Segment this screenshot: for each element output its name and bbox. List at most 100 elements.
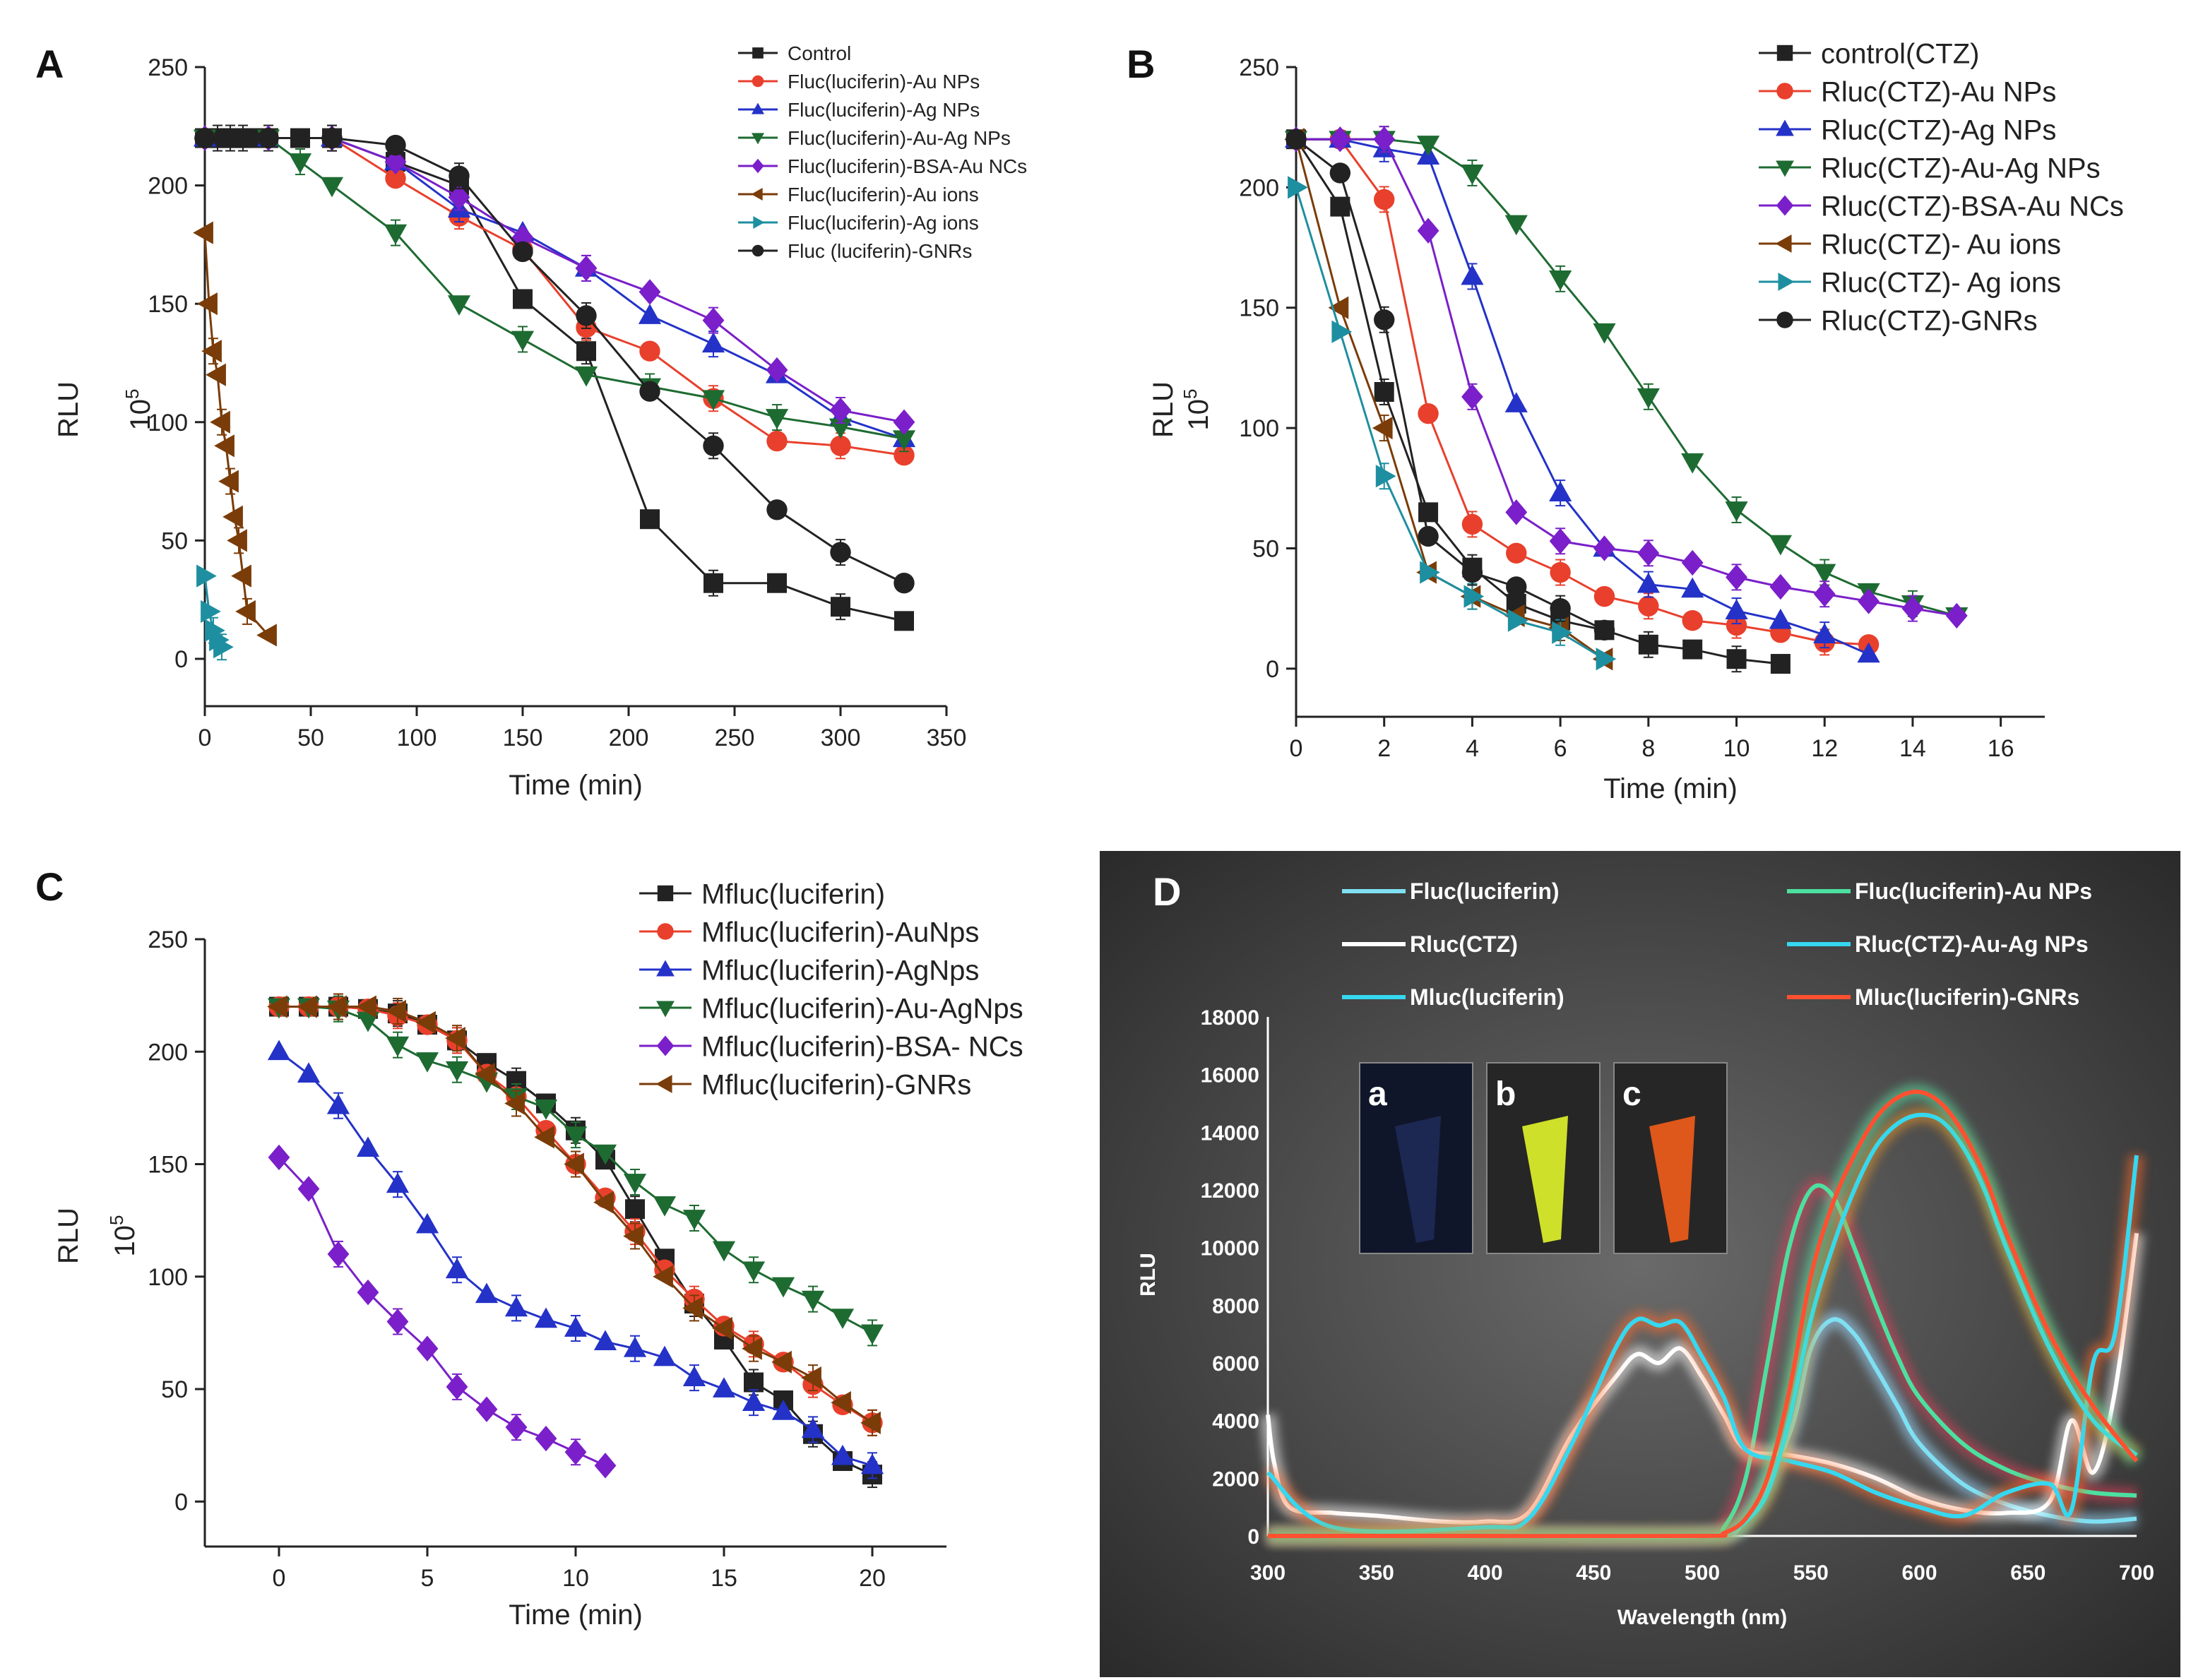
data-point (894, 611, 914, 631)
x-tick-label: 4 (1466, 735, 1479, 762)
data-point (256, 624, 277, 647)
data-point (1288, 176, 1308, 199)
inset-label: c (1622, 1076, 1641, 1113)
x-tick-label: 300 (821, 725, 861, 751)
data-point (831, 597, 850, 617)
data-point (576, 341, 596, 362)
data-point (268, 1144, 290, 1171)
data-point (384, 148, 407, 175)
y-tick-label: 200 (148, 1039, 188, 1066)
data-point (1770, 654, 1791, 674)
legend-label: Fluc(luciferin)-Au NPs (1855, 878, 2092, 904)
data-point (623, 1174, 647, 1194)
legend-label: Mluc(luciferin) (1410, 984, 1564, 1010)
legend-label: control(CTZ) (1821, 38, 1979, 69)
data-point (326, 995, 347, 1018)
data-point (682, 1210, 706, 1230)
data-point (1330, 196, 1350, 217)
data-point (703, 573, 723, 593)
x-tick-label: 200 (609, 725, 649, 751)
data-point (1813, 564, 1836, 585)
series-line (1267, 1089, 2139, 1539)
legend-marker (1776, 311, 1793, 328)
x-tick-label: 300 (1250, 1561, 1285, 1585)
x-tick-label: 550 (1793, 1561, 1829, 1585)
series-mfluc-luciferin-agnps (267, 1039, 884, 1479)
data-point (1681, 549, 1704, 576)
legend-marker (753, 215, 765, 230)
data-point (213, 636, 234, 659)
data-point (1417, 218, 1439, 244)
data-point (682, 1366, 706, 1387)
legend-label: Rluc(CTZ)-Au-Ag NPs (1855, 931, 2089, 957)
data-point (356, 1136, 380, 1157)
data-point (1418, 525, 1439, 547)
data-point (1461, 513, 1483, 535)
x-tick-label: 5 (421, 1565, 434, 1592)
series-fluc-luciferin-au-ag-nps (193, 129, 916, 453)
data-point (860, 1411, 881, 1434)
y-axis-label: RLU (1148, 381, 1179, 438)
y-tick-label: 16000 (1201, 1064, 1259, 1088)
y-tick-label: 4000 (1212, 1410, 1259, 1434)
data-point (511, 330, 535, 352)
legend-marker (656, 960, 675, 977)
data-point (575, 255, 598, 282)
legend-marker (751, 133, 765, 145)
panel-letter: D (1153, 869, 1181, 914)
data-point (593, 1191, 614, 1214)
data-point (801, 1290, 825, 1311)
x-tick-label: 600 (1901, 1561, 1937, 1585)
data-point (214, 434, 234, 458)
data-point (830, 435, 851, 456)
data-point (1726, 614, 1747, 636)
legend-label: Mfluc(luciferin)-AgNps (701, 955, 979, 986)
data-point (829, 418, 853, 439)
data-point (1374, 382, 1394, 402)
series-fluc-luciferin-gnrs (194, 124, 915, 594)
series-line (1295, 186, 1605, 660)
y-axis-label: RLU (53, 1208, 84, 1264)
data-point (445, 1258, 469, 1279)
data-point (385, 134, 406, 156)
data-point (513, 289, 533, 309)
data-point (564, 1316, 588, 1337)
data-point (1682, 610, 1703, 631)
data-point (1638, 634, 1658, 655)
legend-marker (1775, 234, 1792, 253)
data-point (1416, 136, 1440, 156)
y-tick-label: 6000 (1212, 1352, 1259, 1376)
inset-label: b (1495, 1076, 1516, 1113)
data-point (860, 1453, 884, 1475)
inset-tissue (1649, 1116, 1695, 1243)
data-point (831, 1444, 855, 1465)
data-point (1507, 609, 1528, 632)
series-line (1296, 138, 1870, 655)
data-point (639, 279, 661, 305)
data-point (535, 1425, 557, 1452)
data-point (593, 1330, 617, 1351)
inset-tissue (1395, 1116, 1441, 1243)
data-point (534, 1126, 554, 1149)
data-point (1593, 585, 1615, 607)
data-point (1857, 642, 1880, 663)
legend-label: Fluc(luciferin)-Au ions (788, 184, 979, 205)
x-tick-label: 50 (297, 725, 324, 751)
data-point (1331, 320, 1353, 343)
legend-marker (752, 244, 764, 257)
legend-label: Fluc(luciferin)-Ag NPs (788, 99, 980, 121)
data-point (416, 1335, 439, 1362)
data-point (267, 995, 287, 1018)
data-point (1461, 561, 1483, 583)
data-point (1550, 561, 1571, 583)
data-point (639, 381, 660, 402)
data-point (1638, 595, 1659, 616)
data-point (1461, 383, 1483, 410)
data-point (593, 1144, 617, 1165)
legend-marker (752, 47, 764, 59)
data-point (222, 505, 243, 528)
x-tick-label: 2 (1377, 735, 1391, 762)
data-point (1372, 417, 1393, 440)
data-point (386, 1036, 410, 1057)
